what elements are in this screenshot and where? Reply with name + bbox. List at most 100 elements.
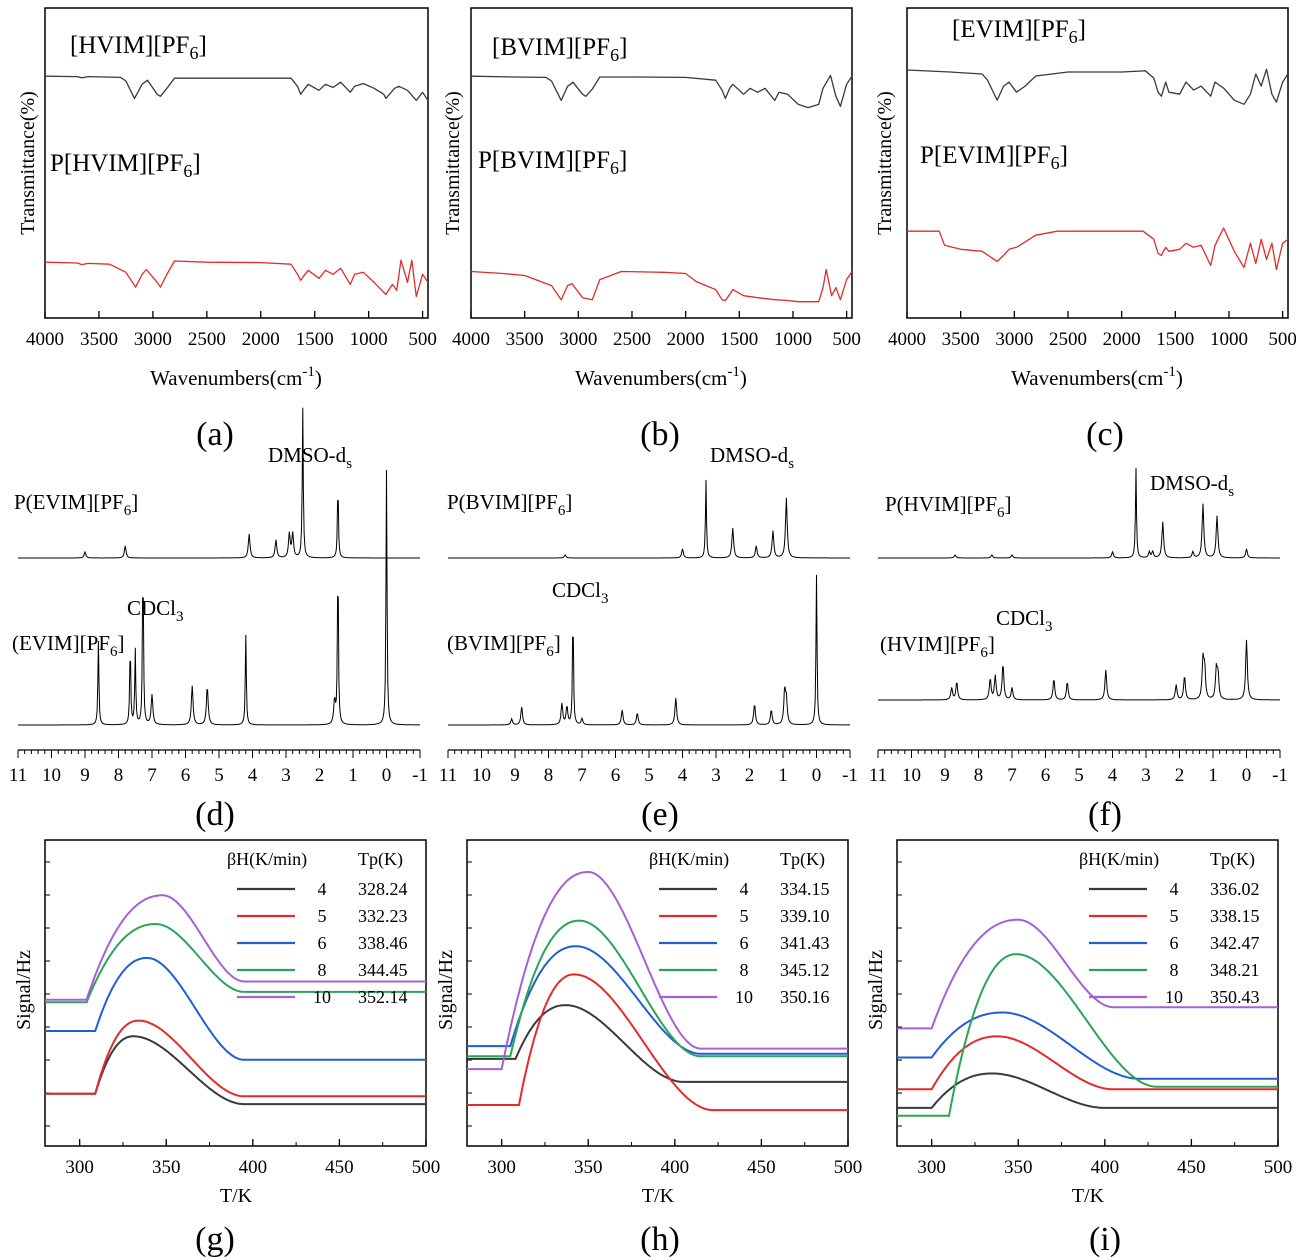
x-tick-label: 10 xyxy=(472,765,491,786)
x-tick-label: -1 xyxy=(1272,765,1288,786)
legend-label-6: 6 xyxy=(1170,933,1179,953)
x-tick-label: 450 xyxy=(325,1157,354,1178)
x-tick-label: 2 xyxy=(745,765,755,786)
series-label-bvim-nmr: (BVIM][PF6] xyxy=(447,631,561,660)
signal-series-line-4 xyxy=(897,1072,1278,1109)
x-tick-label: 2000 xyxy=(667,329,705,350)
x-tick-label: 3500 xyxy=(506,329,544,350)
ftir-series-line-0 xyxy=(470,74,853,109)
series-label-bvim: [BVIM][PF6] xyxy=(492,34,627,65)
signal-series-line-8 xyxy=(45,922,426,1004)
nmr-spectrum-1 xyxy=(18,469,420,726)
series-label-hvim-nmr: (HVIM][PF6] xyxy=(880,632,995,661)
signal-series-line-5 xyxy=(45,1019,426,1098)
x-tick-label: 5 xyxy=(1074,765,1084,786)
series-label-p-evim: P[EVIM][PF6] xyxy=(920,142,1068,173)
ftir-panel-a: 4000 3500 3000 2500 2000 1500 1000 500 Transmit… xyxy=(17,7,437,390)
legend-tp-6: 338.46 xyxy=(358,933,408,953)
ftir-series-line-1 xyxy=(470,268,853,303)
legend-heading: βH(K/min) xyxy=(227,849,307,870)
x-tick-label: 3000 xyxy=(559,329,597,350)
panel-label-d: (d) xyxy=(195,796,235,833)
x-tick-label: 3 xyxy=(711,765,721,786)
legend-heading: βH(K/min) xyxy=(649,849,729,870)
x-tick-label: 400 xyxy=(1091,1157,1120,1178)
x-tick-label: 3 xyxy=(1141,765,1151,786)
x-tick-label: 1000 xyxy=(1210,329,1248,350)
annotation-dmso: DMSO-ds xyxy=(1150,471,1234,500)
x-tick-label: 300 xyxy=(487,1157,516,1178)
series-label-evim: [EVIM][PF6] xyxy=(952,16,1086,47)
x-tick-label: 7 xyxy=(1007,765,1017,786)
legend-label-6: 6 xyxy=(740,933,749,953)
x-tick-label: 1500 xyxy=(720,329,758,350)
x-axis-ticks: 11 10 9 8 7 6 5 4 3 2 1 0 -1 xyxy=(439,750,858,786)
plot-frame xyxy=(906,7,1289,319)
x-tick-label: 400 xyxy=(239,1157,268,1178)
signal-series-line-6 xyxy=(897,1011,1278,1080)
x-tick-label: 5 xyxy=(644,765,654,786)
x-tick-label: 9 xyxy=(510,765,520,786)
panel-label-g: (g) xyxy=(195,1221,235,1258)
x-axis-label: Wavenumbers(cm-1) xyxy=(150,364,322,390)
nmr-spectrum-1 xyxy=(448,574,850,726)
ftir-panel-b: 4000 3500 3000 2500 2000 1500 1000 500 Transmit… xyxy=(442,7,861,390)
legend-tp-8: 345.12 xyxy=(780,960,830,980)
nmr-spectrum-0 xyxy=(448,479,850,559)
legend-tp-4: 336.02 xyxy=(1210,879,1260,899)
legend-tp-8: 348.21 xyxy=(1210,960,1260,980)
ftir-series-line-1 xyxy=(907,227,1289,271)
legend-label-8: 8 xyxy=(318,960,327,980)
x-tick-label: 1 xyxy=(1208,765,1218,786)
x-tick-label: 2500 xyxy=(613,329,651,350)
x-axis-label: T/K xyxy=(220,1185,253,1207)
x-tick-label: 500 xyxy=(1264,1157,1293,1178)
legend-value-heading: Tp(K) xyxy=(780,849,825,870)
plot-frame xyxy=(44,839,427,1147)
x-axis-ticks: 4000 3500 3000 2500 2000 1500 1000 500 xyxy=(26,311,437,350)
x-tick-label: 8 xyxy=(114,765,124,786)
series-label-evim-nmr: (EVIM][PF6] xyxy=(12,631,125,660)
legend-tp-5: 338.15 xyxy=(1210,906,1260,926)
signal-series-line-10 xyxy=(897,918,1278,1030)
annotation-cdcl3: CDCl3 xyxy=(127,596,184,625)
signal-series-line-10 xyxy=(45,894,426,1001)
nmr-panel-d: 11 10 9 8 7 6 5 4 3 2 1 0 -1 DMSO-ds CDCl3 P(EVIM][P… xyxy=(9,407,428,786)
annotation-dmso: DMSO-ds xyxy=(710,443,794,472)
panel-label-f: (f) xyxy=(1088,796,1122,833)
x-tick-label: 2 xyxy=(1175,765,1185,786)
x-tick-label: 350 xyxy=(574,1157,603,1178)
series-label-p-hvim: P[HVIM][PF6] xyxy=(50,150,201,181)
legend-heading: βH(K/min) xyxy=(1079,849,1159,870)
x-axis-label: T/K xyxy=(642,1185,675,1207)
x-tick-label: -1 xyxy=(412,765,428,786)
annotation-cdcl3: CDCl3 xyxy=(996,606,1053,635)
x-tick-label: 1000 xyxy=(350,329,388,350)
x-tick-label: 4 xyxy=(248,765,258,786)
x-tick-label: 500 xyxy=(832,329,861,350)
y-axis-label: Signal/Hz xyxy=(865,950,887,1030)
ftir-series-line-0 xyxy=(44,75,429,102)
x-tick-label: 9 xyxy=(80,765,90,786)
legend-tp-10: 350.43 xyxy=(1210,987,1260,1007)
plot-frame xyxy=(896,839,1279,1147)
plot-frame xyxy=(466,839,849,1147)
x-tick-label: 5 xyxy=(214,765,224,786)
legend-tp-4: 334.15 xyxy=(780,879,830,899)
x-tick-label: 11 xyxy=(869,765,887,786)
x-axis-label: Wavenumbers(cm-1) xyxy=(1011,364,1183,390)
ftir-series-line-1 xyxy=(44,259,429,298)
legend-label-4: 4 xyxy=(740,879,749,899)
x-tick-label: 10 xyxy=(42,765,61,786)
nmr-panel-f: 11 10 9 8 7 6 5 4 3 2 1 0 -1 DMSO-ds CDCl3 P(HVIM][P… xyxy=(869,467,1288,786)
signal-series-line-5 xyxy=(897,1035,1278,1091)
x-tick-label: 4000 xyxy=(26,329,64,350)
x-axis-ticks: 4000 3500 3000 2500 2000 1500 1000 500 xyxy=(888,311,1296,350)
y-axis-label: Signal/Hz xyxy=(13,950,35,1030)
x-axis-ticks: 11 10 9 8 7 6 5 4 3 2 1 0 -1 xyxy=(869,750,1288,786)
nmr-panel-e: 11 10 9 8 7 6 5 4 3 2 1 0 -1 DMSO-ds CDCl3 P(BVIM][P… xyxy=(439,443,858,786)
panel-label-e: (e) xyxy=(641,796,679,833)
x-tick-label: 450 xyxy=(747,1157,776,1178)
x-tick-label: 6 xyxy=(181,765,191,786)
x-tick-label: 11 xyxy=(439,765,457,786)
